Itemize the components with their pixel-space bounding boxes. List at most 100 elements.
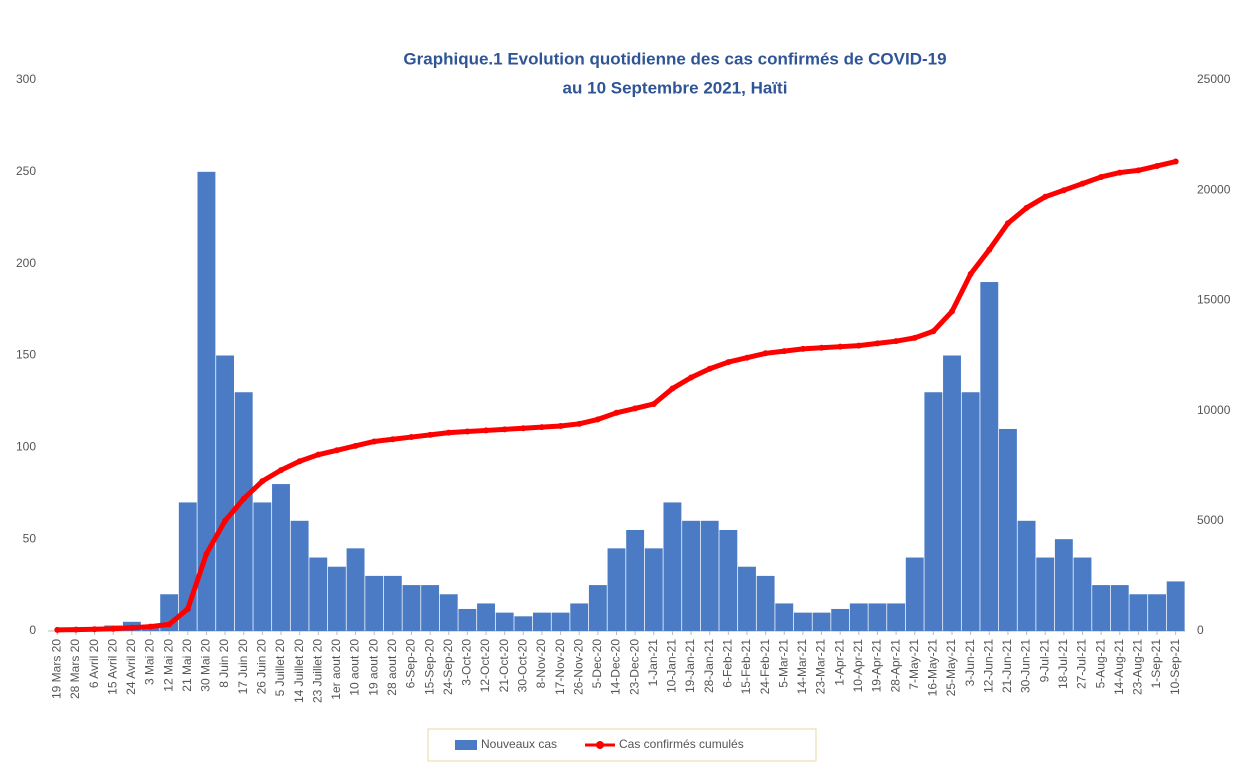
x-tick-label: 12-Jun-21 — [981, 639, 995, 693]
x-tick-label: 1-Sep-21 — [1149, 639, 1163, 689]
line-point — [1172, 158, 1179, 165]
line-point — [855, 342, 862, 349]
bar — [402, 585, 421, 631]
line-point — [389, 436, 396, 443]
bar — [719, 529, 738, 631]
line-point — [464, 428, 471, 435]
line-point — [762, 350, 769, 357]
bar — [272, 484, 290, 631]
y2-tick-label: 15000 — [1197, 293, 1231, 307]
x-tick-label: 28 Mars 20 — [68, 639, 82, 699]
bar — [738, 566, 756, 631]
line-point — [669, 385, 676, 392]
line-point — [688, 374, 695, 381]
bar — [887, 603, 906, 631]
y-tick-label: 150 — [16, 348, 36, 362]
y-tick-label: 0 — [29, 623, 36, 637]
line-point — [1023, 204, 1030, 211]
x-tick-label: 19-Apr-21 — [870, 639, 884, 693]
line-point — [594, 416, 601, 423]
line-point — [277, 467, 284, 474]
bar — [551, 612, 570, 631]
x-tick-label: 1-Apr-21 — [832, 639, 846, 686]
x-tick-label: 19 Mars 20 — [49, 639, 63, 699]
line-point — [911, 334, 918, 341]
bar — [588, 585, 607, 631]
bar — [234, 392, 253, 631]
bar — [943, 355, 961, 631]
x-tick-label: 21 Mai 20 — [180, 639, 194, 692]
x-tick-label: 26 Juin 20 — [255, 639, 269, 695]
x-tick-label: 8-Nov-20 — [534, 639, 548, 689]
x-tick-label: 14-Aug-21 — [1112, 639, 1126, 695]
x-tick-label: 5 Juillet 20 — [273, 639, 287, 697]
x-tick-label: 7-May-21 — [907, 639, 921, 690]
x-tick-label: 5-Aug-21 — [1093, 639, 1107, 689]
legend-label: Nouveaux cas — [481, 737, 557, 751]
line-point — [408, 434, 415, 441]
x-tick-label: 30 Mai 20 — [199, 639, 213, 692]
line-point — [1135, 167, 1142, 174]
bar — [570, 603, 589, 631]
bar — [383, 575, 402, 631]
bar — [532, 612, 551, 631]
bar — [514, 616, 533, 631]
x-tick-label: 30-Jun-21 — [1019, 639, 1033, 693]
bar — [216, 355, 235, 631]
x-tick-label: 18-Jul-21 — [1056, 639, 1070, 689]
bar — [346, 548, 365, 631]
line-point — [222, 517, 229, 524]
line-point — [1079, 180, 1086, 187]
line-point — [91, 626, 98, 633]
x-tick-label: 6-Feb-21 — [721, 639, 735, 688]
line-point — [483, 427, 490, 434]
x-tick-label: 25-May-21 — [944, 639, 958, 697]
x-tick-label: 3-Oct-20 — [460, 639, 474, 686]
line-point — [259, 478, 266, 485]
line-point — [240, 495, 247, 502]
line-point — [1154, 162, 1161, 169]
line-point — [725, 359, 732, 366]
y-tick-label: 200 — [16, 256, 36, 270]
x-tick-label: 24-Sep-20 — [441, 639, 455, 695]
line-point — [893, 338, 900, 345]
x-tick-label: 24 Avril 20 — [124, 639, 138, 695]
bar — [290, 520, 309, 631]
bar — [663, 502, 682, 631]
bar — [1017, 520, 1036, 631]
x-tick-label: 21-Oct-20 — [497, 639, 511, 693]
line-point — [576, 420, 583, 427]
line-point — [203, 550, 210, 557]
line-point — [613, 409, 620, 416]
x-tick-label: 16-May-21 — [926, 639, 940, 697]
line-point — [147, 623, 154, 630]
y2-tick-label: 20000 — [1197, 182, 1231, 196]
line-point — [743, 354, 750, 361]
x-tick-label: 21-Jun-21 — [1000, 639, 1014, 693]
x-tick-label: 23-Mar-21 — [814, 639, 828, 695]
y-tick-label: 300 — [16, 72, 36, 86]
x-tick-label: 30-Oct-20 — [515, 639, 529, 693]
bar — [421, 585, 440, 631]
bar — [812, 612, 831, 631]
bar — [700, 520, 719, 631]
line-point — [166, 621, 173, 628]
x-tick-label: 14 Juillet 20 — [292, 639, 306, 703]
bar — [924, 392, 943, 631]
y-tick-label: 100 — [16, 440, 36, 454]
x-tick-label: 12-Oct-20 — [478, 639, 492, 693]
line-point — [781, 348, 788, 355]
legend-swatch — [455, 740, 477, 750]
line-point — [72, 626, 79, 633]
bar — [868, 603, 887, 631]
bar — [849, 603, 868, 631]
bar — [998, 428, 1017, 631]
line-point — [930, 328, 937, 335]
x-tick-label: 19 aout 20 — [366, 639, 380, 696]
x-tick-label: 23-Aug-21 — [1131, 639, 1145, 695]
y2-tick-label: 0 — [1197, 623, 1204, 637]
bar — [961, 392, 980, 631]
x-tick-label: 15-Feb-21 — [739, 639, 753, 695]
x-tick-label: 23 Juillet 20 — [310, 639, 324, 703]
x-tick-label: 12 Mai 20 — [161, 639, 175, 692]
